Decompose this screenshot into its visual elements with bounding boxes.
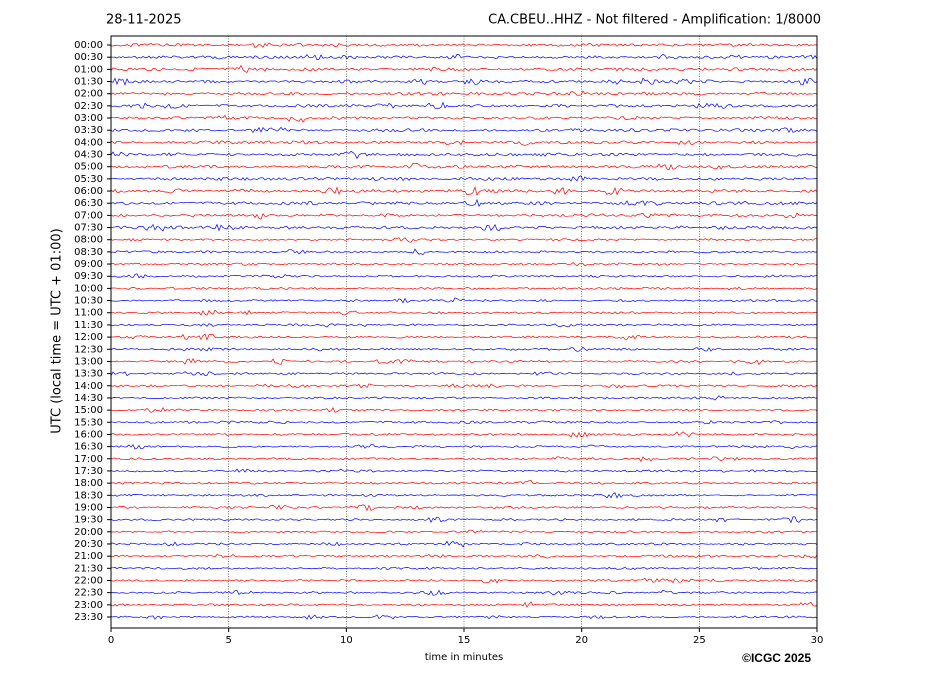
row-label: 23:00: [74, 600, 103, 611]
row-label: 04:30: [74, 150, 103, 161]
row-label: 21:00: [74, 551, 103, 562]
row-label: 03:00: [74, 113, 103, 124]
row-label: 16:00: [74, 429, 103, 440]
row-label: 23:30: [74, 612, 103, 623]
seismic-trace: [110, 198, 818, 207]
row-label: 14:30: [74, 393, 103, 404]
row-label: 20:00: [74, 527, 103, 538]
x-tick-label: 25: [693, 635, 706, 646]
seismic-trace: [110, 395, 818, 401]
y-axis-label: UTC (local time = UTC + 01:00): [50, 228, 65, 433]
seismic-trace: [110, 504, 818, 512]
row-label: 10:00: [74, 283, 103, 294]
seismic-trace: [110, 577, 818, 584]
row-label: 18:30: [74, 490, 103, 501]
row-label: 10:30: [74, 296, 103, 307]
row-label: 08:30: [74, 247, 103, 258]
seismic-trace: [110, 480, 818, 485]
row-label: 21:30: [74, 563, 103, 574]
row-label: 15:00: [74, 405, 103, 416]
x-tick-label: 20: [575, 635, 588, 646]
row-label: 03:30: [74, 125, 103, 136]
row-label: 19:00: [74, 502, 103, 513]
seismic-trace: [110, 601, 818, 608]
copyright: ©ICGC 2025: [742, 651, 811, 665]
row-label: 00:00: [74, 40, 103, 51]
row-label: 06:30: [74, 198, 103, 209]
row-label: 22:30: [74, 588, 103, 599]
x-tick-label: 0: [108, 635, 114, 646]
seismic-trace: [110, 101, 818, 109]
seismic-trace: [110, 42, 818, 48]
row-label: 12:00: [74, 332, 103, 343]
seismic-trace: [110, 406, 818, 413]
row-label: 07:30: [74, 223, 103, 234]
row-label: 06:00: [74, 186, 103, 197]
row-label: 09:30: [74, 271, 103, 282]
x-tick-label: 5: [225, 635, 231, 646]
row-label: 17:00: [74, 454, 103, 465]
row-label: 02:00: [74, 89, 103, 100]
row-label: 14:00: [74, 381, 103, 392]
row-label: 07:00: [74, 210, 103, 221]
row-label: 05:00: [74, 162, 103, 173]
x-tick-label: 15: [458, 635, 471, 646]
seismic-trace: [110, 114, 818, 123]
row-label: 17:30: [74, 466, 103, 477]
row-label: 22:00: [74, 575, 103, 586]
row-label: 18:00: [74, 478, 103, 489]
seismic-trace: [110, 126, 818, 134]
row-label: 01:30: [74, 77, 103, 88]
row-label: 11:30: [74, 320, 103, 331]
seismic-trace: [110, 309, 818, 316]
seismic-trace: [110, 419, 818, 425]
row-label: 08:00: [74, 235, 103, 246]
x-axis-label: time in minutes: [425, 652, 504, 663]
row-label: 00:30: [74, 52, 103, 63]
chart-title: CA.CBEU..HHZ - Not filtered - Amplificat…: [488, 13, 821, 28]
row-label: 13:00: [74, 356, 103, 367]
seismic-trace: [110, 150, 818, 160]
seismic-trace: [110, 492, 818, 499]
row-label: 12:30: [74, 344, 103, 355]
seismic-trace: [110, 297, 818, 304]
row-label: 13:30: [74, 369, 103, 380]
row-label: 20:30: [74, 539, 103, 550]
date: 28-11-2025: [106, 13, 182, 28]
x-tick-label: 10: [340, 635, 353, 646]
row-label: 02:30: [74, 101, 103, 112]
row-label: 16:30: [74, 442, 103, 453]
x-tick-label: 30: [811, 635, 824, 646]
row-label: 09:00: [74, 259, 103, 270]
seismic-trace: [110, 223, 818, 232]
row-label: 11:00: [74, 308, 103, 319]
row-label: 04:00: [74, 137, 103, 148]
row-label: 15:30: [74, 417, 103, 428]
row-label: 05:30: [74, 174, 103, 185]
row-label: 01:00: [74, 64, 103, 75]
row-label: 19:30: [74, 515, 103, 526]
